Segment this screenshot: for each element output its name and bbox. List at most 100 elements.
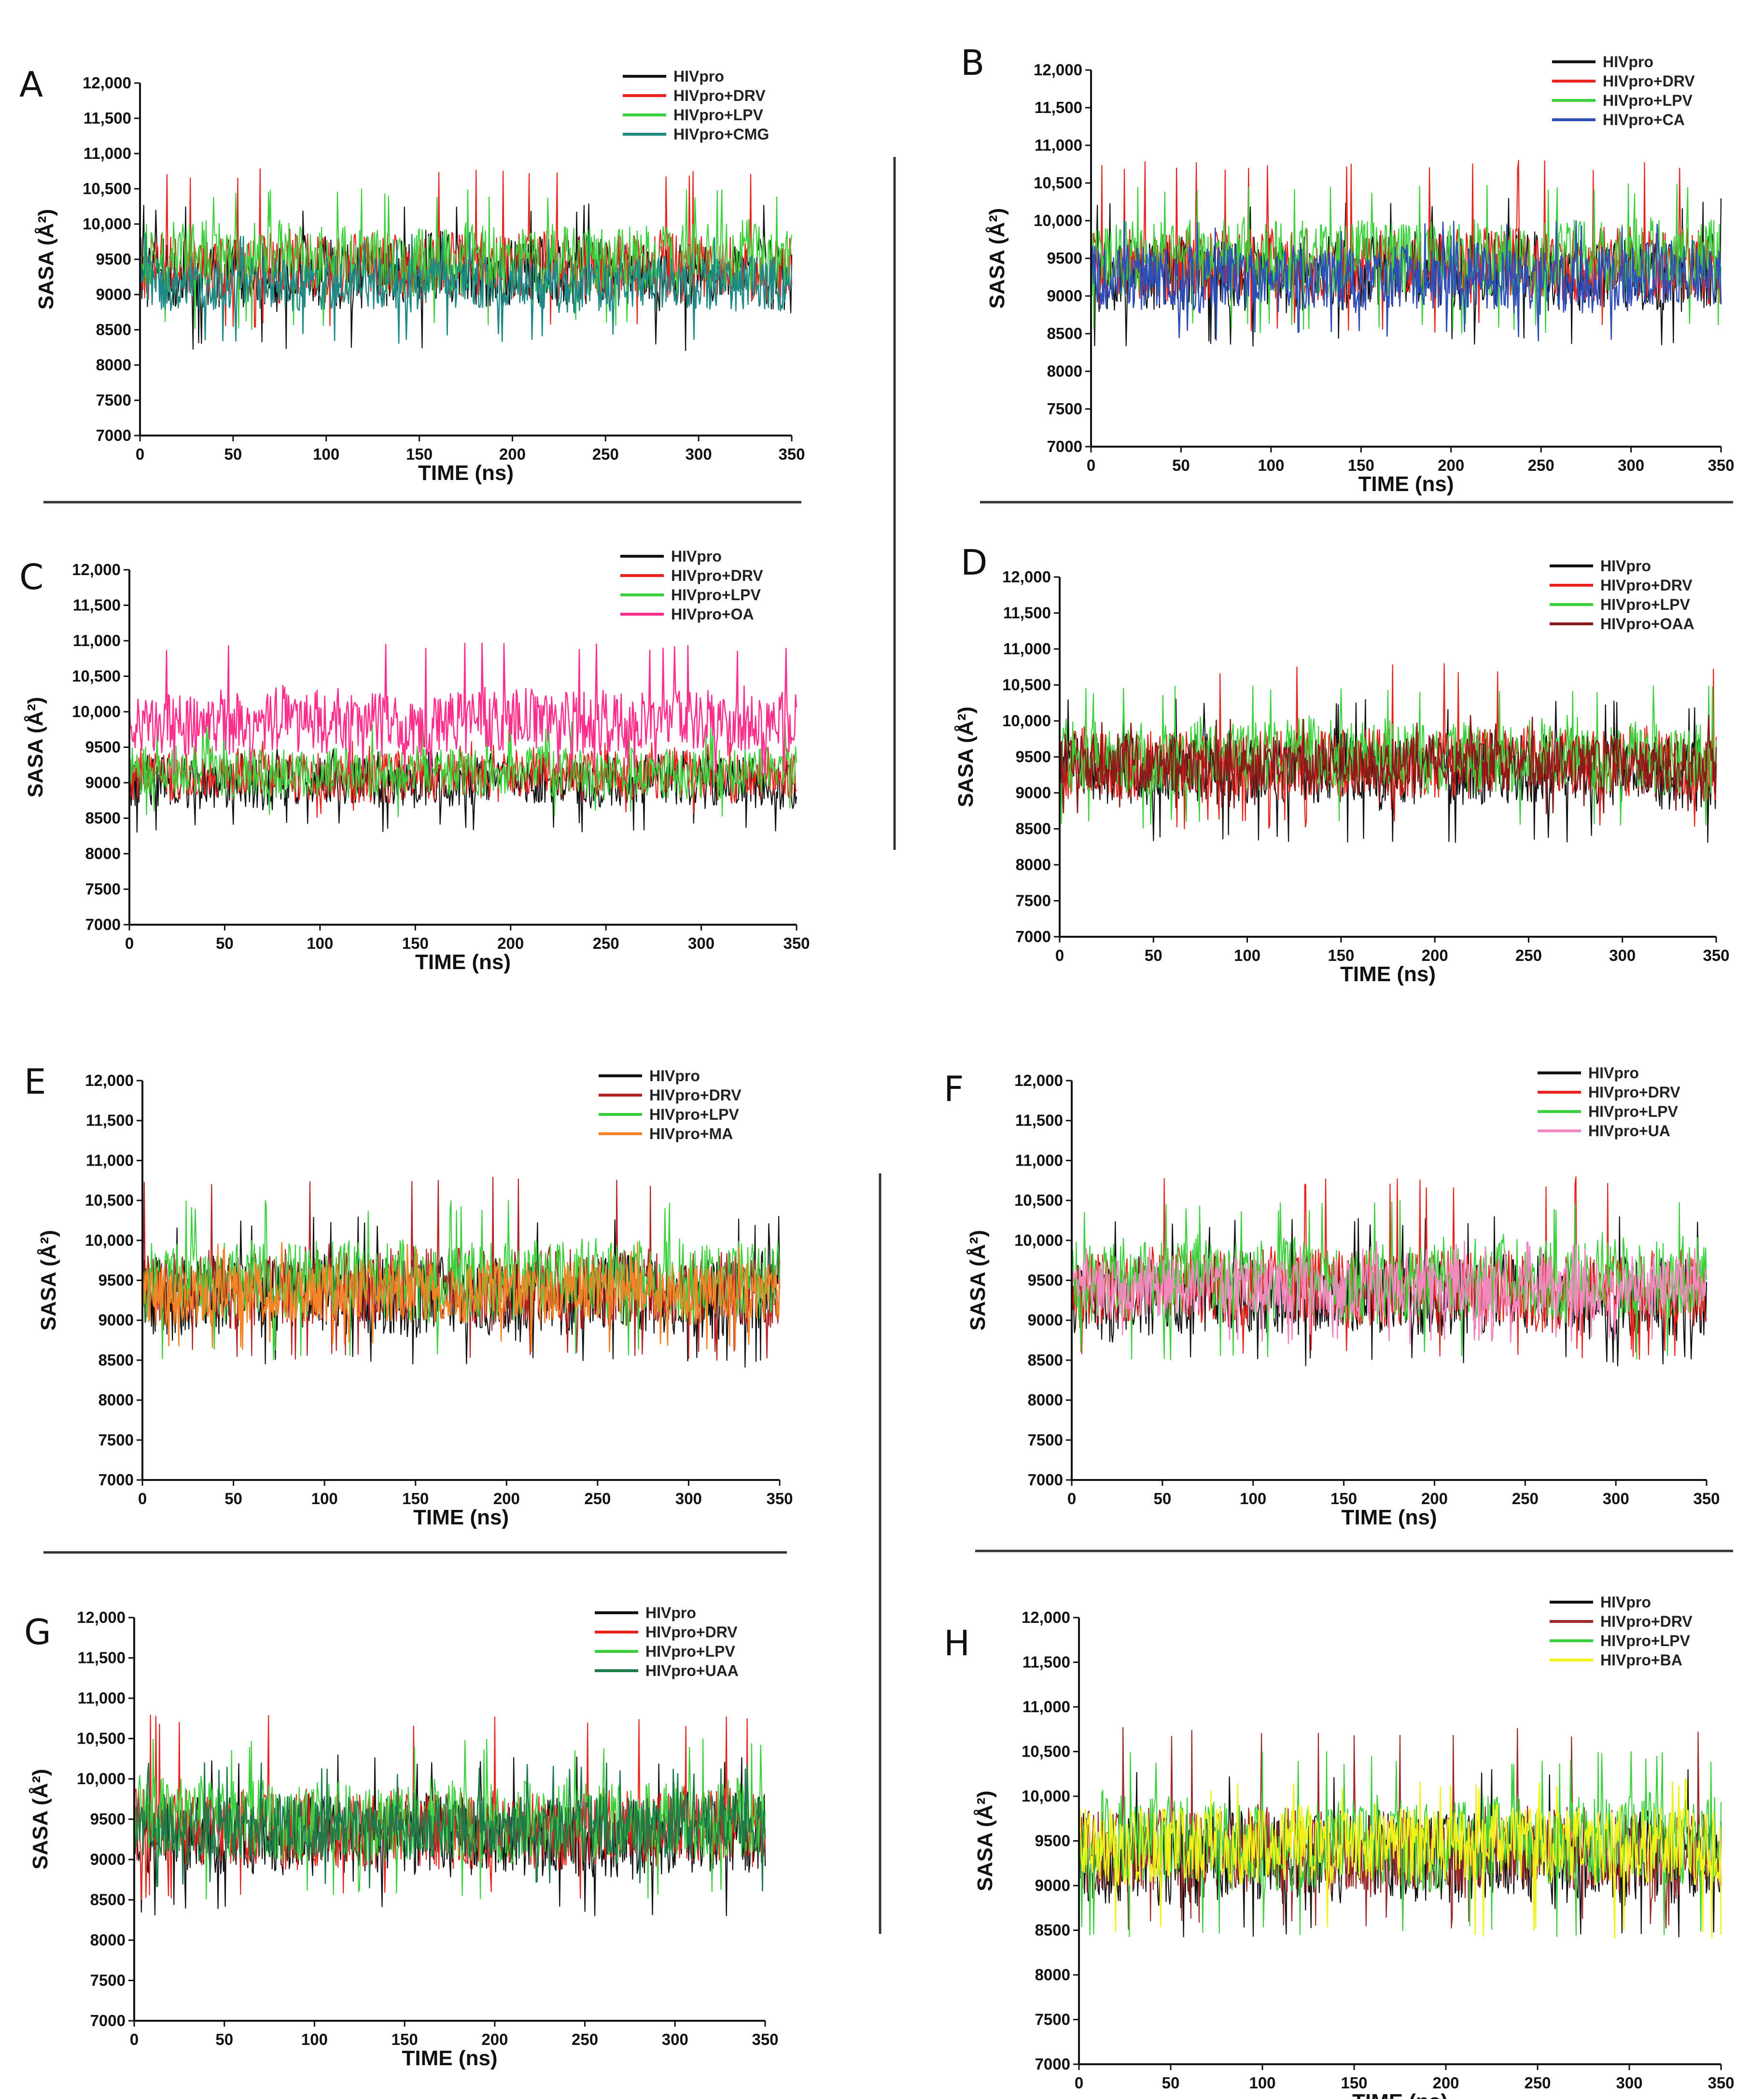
- y-tick-label: 11,500: [78, 1649, 126, 1667]
- y-tick-label: 10,500: [77, 1730, 126, 1747]
- y-tick-label: 8500: [85, 809, 121, 827]
- y-axis-title: SASA (Å²): [966, 1230, 990, 1331]
- series-line-hivpro-uaa: [133, 1762, 766, 1891]
- x-tick-label: 50: [224, 1490, 242, 1507]
- x-tick-label: 50: [224, 445, 242, 463]
- legend-label: HIVpro+MA: [649, 1125, 733, 1142]
- panel-letter: C: [19, 557, 43, 597]
- x-tick-label: 350: [1693, 1490, 1720, 1507]
- x-tick-label: 200: [1422, 946, 1448, 964]
- legend-label: HIVpro+OA: [671, 606, 754, 623]
- series-line-hivpro-lpv: [1059, 685, 1717, 829]
- x-tick-label: 150: [402, 934, 429, 952]
- x-axis-title: TIME (ns): [418, 461, 514, 485]
- x-tick-label: 300: [675, 1490, 702, 1507]
- y-tick-label: 8500: [1028, 1351, 1063, 1369]
- y-tick-label: 11,000: [1022, 1698, 1070, 1716]
- series-line-hivpro-cmg: [139, 231, 793, 344]
- y-tick-label: 7500: [1016, 892, 1051, 910]
- y-tick-label: 7000: [1028, 1471, 1063, 1489]
- y-tick-label: 10,500: [83, 180, 131, 197]
- y-tick-label: 9000: [1028, 1311, 1063, 1329]
- panel-letter: B: [961, 42, 984, 83]
- y-tick-label: 7500: [85, 880, 121, 898]
- y-tick-label: 7000: [98, 1471, 134, 1489]
- y-tick-label: 9500: [1016, 748, 1051, 766]
- y-tick-label: 9000: [96, 285, 131, 303]
- x-tick-label: 350: [766, 1490, 793, 1507]
- y-tick-label: 7000: [96, 426, 131, 444]
- y-tick-label: 12,000: [1014, 1071, 1063, 1089]
- panel-c: C 7000 7500 8000 8500 9000 9500 10,000 10,500 11,…: [19, 548, 810, 974]
- x-tick-label: 100: [1249, 2074, 1275, 2092]
- y-tick-label: 9500: [85, 738, 121, 756]
- legend-label: HIVpro+UAA: [645, 1662, 739, 1679]
- series-line-hivpro-lpv: [128, 718, 798, 817]
- y-tick-label: 11,500: [1022, 1653, 1070, 1671]
- y-tick-label: 9500: [98, 1271, 134, 1289]
- y-tick-label: 10,000: [1022, 1787, 1070, 1805]
- legend-label: HIVpro: [671, 548, 722, 565]
- y-tick-label: 8500: [1035, 1921, 1070, 1939]
- y-tick-label: 10,000: [1002, 712, 1051, 730]
- series-line-hivpro-drv: [1091, 160, 1722, 333]
- y-tick-label: 11,500: [84, 109, 131, 127]
- x-tick-label: 100: [1240, 1490, 1266, 1507]
- y-tick-label: 9500: [1047, 249, 1082, 267]
- x-tick-label: 250: [1524, 2074, 1551, 2092]
- y-tick-label: 11,000: [1035, 136, 1082, 154]
- panel-g: G 7000 7500 8000 8500 9000 9500 10,000 10,500 11,…: [24, 1604, 779, 2070]
- x-tick-label: 300: [1609, 946, 1636, 964]
- y-tick-label: 9000: [1035, 1876, 1070, 1894]
- x-tick-label: 250: [593, 934, 619, 952]
- x-tick-label: 350: [1708, 456, 1734, 474]
- y-tick-label: 8000: [1047, 362, 1082, 380]
- series-line-hivpro-oa: [128, 642, 798, 775]
- y-tick-label: 11,500: [1035, 99, 1082, 116]
- y-tick-label: 10,500: [72, 667, 121, 685]
- series-line-hivpro-lpv: [139, 188, 793, 330]
- legend-label: HIVpro+CMG: [673, 126, 769, 143]
- x-tick-label: 250: [584, 1490, 611, 1507]
- panel-f: F 7000 7500 8000 8500 9000 9500 10,000 10,500 11,…: [944, 1064, 1720, 1529]
- x-tick-label: 350: [1703, 946, 1729, 964]
- x-tick-label: 200: [493, 1490, 520, 1507]
- series-line-hivpro-drv: [129, 741, 797, 818]
- y-tick-label: 8500: [98, 1351, 134, 1369]
- x-tick-label: 150: [1341, 2074, 1367, 2092]
- x-tick-label: 50: [1145, 946, 1162, 964]
- y-tick-label: 9500: [1028, 1271, 1063, 1289]
- legend-label: HIVpro+DRV: [671, 567, 763, 584]
- legend-label: HIVpro+LPV: [649, 1106, 739, 1123]
- y-tick-label: 7500: [1028, 1431, 1063, 1449]
- legend-label: HIVpro: [649, 1067, 700, 1085]
- x-tick-label: 100: [1258, 456, 1284, 474]
- y-tick-label: 9000: [1016, 784, 1051, 802]
- y-tick-label: 8500: [96, 321, 131, 338]
- panel-letter: H: [944, 1623, 970, 1663]
- x-axis-title: TIME (ns): [1358, 472, 1454, 496]
- y-tick-label: 9500: [90, 1810, 126, 1828]
- legend-label: HIVpro+BA: [1600, 1651, 1682, 1669]
- y-tick-label: 12,000: [1002, 568, 1051, 586]
- y-tick-label: 7500: [96, 391, 131, 409]
- panel-h: H 7000 7500 8000 8500 9000 9500 10,000 10,500 11,…: [944, 1593, 1735, 2099]
- y-tick-label: 11,000: [1003, 640, 1051, 658]
- legend-label: HIVpro+LPV: [1588, 1103, 1678, 1120]
- x-tick-label: 50: [1172, 456, 1190, 474]
- legend-label: HIVpro+LPV: [1600, 1632, 1690, 1649]
- x-tick-label: 300: [1603, 1490, 1629, 1507]
- y-tick-label: 9000: [1047, 287, 1082, 305]
- y-tick-label: 9000: [90, 1850, 126, 1868]
- panel-d: D 7000 7500 8000 8500 9000 9500 10,000 10,500 11,…: [954, 542, 1730, 986]
- y-tick-label: 12,000: [72, 561, 121, 578]
- y-tick-label: 10,000: [77, 1770, 126, 1788]
- legend-label: HIVpro+LPV: [673, 106, 763, 124]
- y-tick-label: 11,000: [73, 632, 121, 649]
- y-tick-label: 8000: [1028, 1391, 1063, 1409]
- y-tick-label: 8500: [1047, 324, 1082, 342]
- x-tick-label: 300: [662, 2030, 688, 2048]
- y-tick-label: 9000: [98, 1311, 134, 1329]
- series-line-hivpro-oaa: [1059, 715, 1717, 814]
- y-tick-label: 10,500: [1002, 676, 1051, 694]
